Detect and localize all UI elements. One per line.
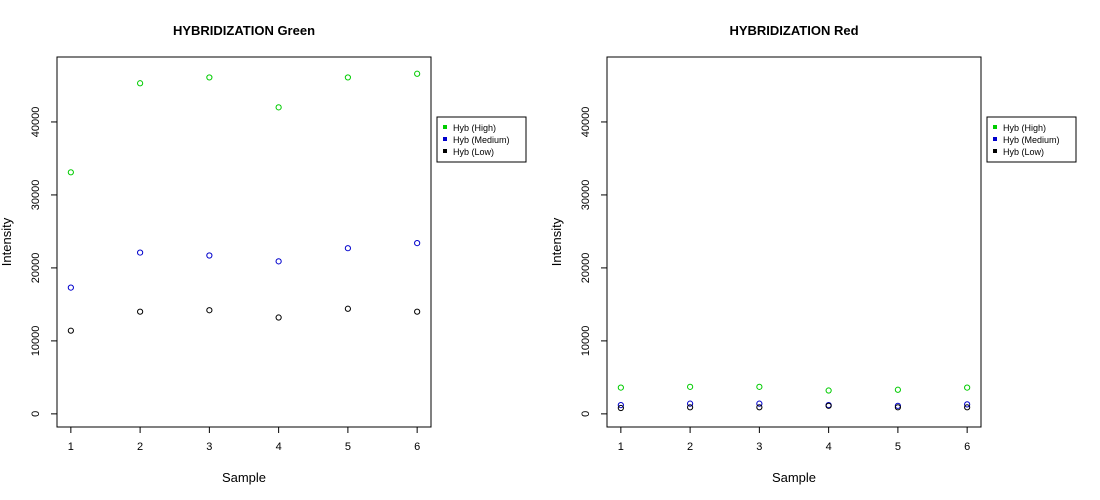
x-tick-label: 3 [756, 441, 762, 453]
panel-green: HYBRIDIZATION Green 1 2 3 4 5 6 0 10000 20000 3000… [0, 23, 527, 485]
x-tick-label: 1 [68, 441, 74, 453]
data-point [825, 402, 832, 409]
data-point [687, 404, 694, 411]
data-point [344, 245, 351, 252]
data-point [137, 80, 144, 87]
data-point [617, 384, 624, 391]
data-point [964, 384, 971, 391]
legend-box [436, 116, 527, 163]
data-point [67, 169, 74, 176]
data-point [617, 402, 624, 409]
y-tick-label: 0 [30, 411, 42, 417]
legend-label: Hyb (Medium) [453, 135, 510, 145]
legend-box [986, 116, 1077, 163]
legend-swatch [443, 125, 447, 129]
x-tick-label: 1 [618, 441, 624, 453]
x-tick-label: 6 [964, 441, 970, 453]
legend-label: Hyb (Low) [453, 147, 494, 157]
x-tick-label: 5 [345, 441, 351, 453]
y-tick-label: 20000 [580, 253, 592, 284]
x-tick-label: 5 [895, 441, 901, 453]
legend-label: Hyb (Medium) [1003, 135, 1060, 145]
legend-swatch [993, 137, 997, 141]
x-tick-label: 3 [206, 441, 212, 453]
data-point [344, 305, 351, 312]
panel-red: HYBRIDIZATION Red 1 2 3 4 5 6 0 10000 20000 30000 4… [549, 23, 1077, 485]
data-point [206, 252, 213, 259]
data-point [617, 404, 624, 412]
x-tick-label: 2 [137, 441, 143, 453]
legend-label: Hyb (High) [453, 123, 496, 133]
data-point [964, 404, 971, 411]
legend-label: Hyb (Low) [1003, 147, 1044, 157]
chart-title: HYBRIDIZATION Red [729, 23, 858, 38]
x-axis-label: Sample [222, 470, 266, 485]
data-point [275, 314, 282, 321]
y-tick-label: 0 [580, 411, 592, 417]
data-point [756, 400, 763, 407]
y-tick-label: 40000 [30, 107, 42, 138]
chart-title: HYBRIDIZATION Green [173, 23, 315, 38]
data-point [756, 383, 763, 390]
y-tick-label: 30000 [30, 180, 42, 211]
y-tick-label: 20000 [30, 253, 42, 284]
data-point [137, 308, 144, 315]
data-point [275, 104, 282, 111]
data-point [756, 404, 763, 411]
legend-swatch [443, 137, 447, 141]
x-tick-label: 6 [414, 441, 420, 453]
y-tick-label: 10000 [30, 326, 42, 357]
data-point [414, 308, 421, 315]
x-axis-label: Sample [772, 470, 816, 485]
y-axis-label: Intensity [549, 217, 564, 266]
legend-label: Hyb (High) [1003, 123, 1046, 133]
y-tick-label: 30000 [580, 180, 592, 211]
plot-frame [56, 56, 432, 428]
legend-swatch [993, 149, 997, 153]
data-point [344, 74, 351, 81]
legend-swatch [443, 149, 447, 153]
data-point [687, 383, 694, 390]
data-point [687, 400, 694, 407]
data-point [964, 401, 971, 408]
data-point [137, 249, 144, 256]
legend: Hyb (High) Hyb (Medium) Hyb (Low) [436, 116, 527, 163]
data-point [414, 239, 421, 247]
data-point [825, 387, 832, 394]
x-tick-label: 4 [826, 441, 832, 453]
y-tick-label: 40000 [580, 107, 592, 138]
data-point [206, 74, 213, 81]
legend: Hyb (High) Hyb (Medium) Hyb (Low) [986, 116, 1077, 163]
legend-swatch [993, 125, 997, 129]
x-tick-label: 4 [276, 441, 282, 453]
y-tick-label: 10000 [580, 326, 592, 357]
plot-frame [606, 56, 982, 428]
data-point [414, 70, 421, 77]
data-point [67, 284, 74, 291]
data-point [67, 327, 74, 334]
data-point [894, 386, 901, 393]
y-axis-label: Intensity [0, 217, 14, 266]
x-tick-label: 2 [687, 441, 693, 453]
data-point [275, 258, 282, 265]
data-point [894, 404, 901, 411]
data-point [206, 307, 213, 314]
